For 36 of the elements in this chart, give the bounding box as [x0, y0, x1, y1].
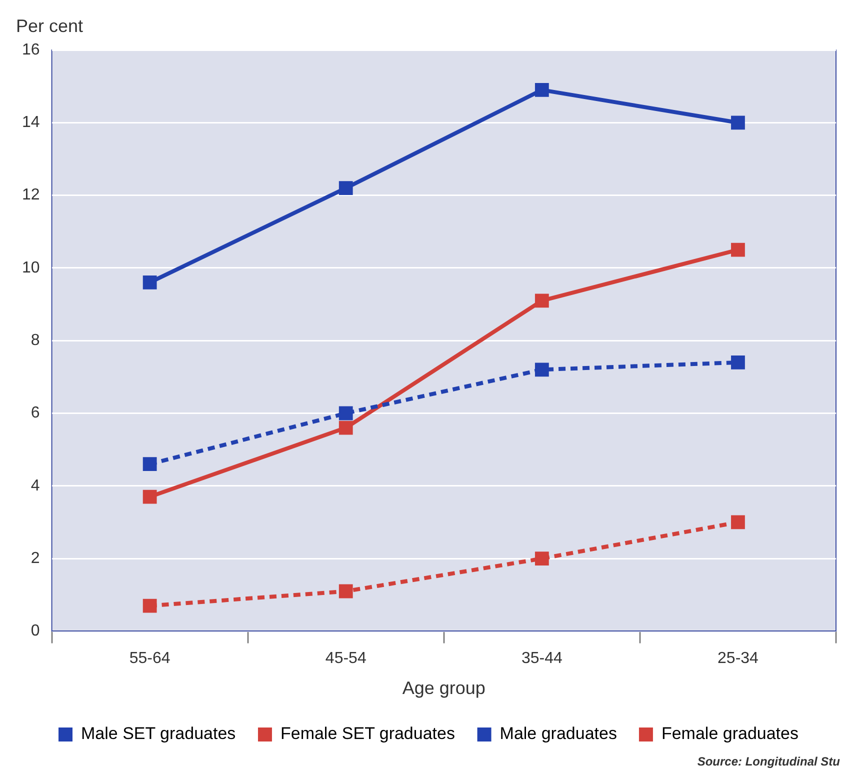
y-tick-label: 2 — [30, 550, 40, 567]
source-note: Source: Longitudinal Stu — [697, 754, 841, 768]
point — [534, 83, 549, 97]
x-axis-title: Age group — [402, 678, 486, 698]
y-tick-label: 4 — [30, 477, 40, 494]
y-tick-label: 16 — [22, 41, 40, 58]
legend-label: Male graduates — [500, 724, 617, 744]
point — [534, 294, 549, 308]
x-tick-label: 45-54 — [325, 650, 366, 668]
point — [142, 457, 157, 472]
y-tick-label: 0 — [30, 622, 40, 640]
point — [142, 276, 157, 290]
point — [338, 584, 353, 598]
x-tick-label: 55-64 — [129, 650, 170, 668]
point — [338, 406, 353, 420]
point — [731, 355, 745, 370]
point — [731, 515, 745, 530]
legend-label: Female SET graduates — [280, 724, 455, 744]
point — [338, 181, 353, 195]
point — [534, 362, 549, 377]
point — [731, 242, 745, 257]
y-tick-label: 8 — [30, 332, 40, 350]
y-tick-label: 12 — [22, 186, 40, 204]
x-tick-label: 35-44 — [521, 650, 562, 668]
y-tick-label: 6 — [30, 404, 40, 422]
y-tick-label: 10 — [22, 259, 40, 276]
point — [534, 552, 549, 566]
legend-label: Male SET graduates — [81, 724, 236, 744]
y-axis-title: Per cent — [16, 16, 84, 36]
x-tick-label: 25-34 — [718, 650, 759, 668]
point — [338, 420, 353, 435]
point — [142, 598, 157, 613]
point — [142, 490, 157, 504]
legend-label: Female graduates — [661, 724, 798, 744]
point — [731, 116, 745, 130]
y-tick-label: 14 — [22, 114, 40, 132]
